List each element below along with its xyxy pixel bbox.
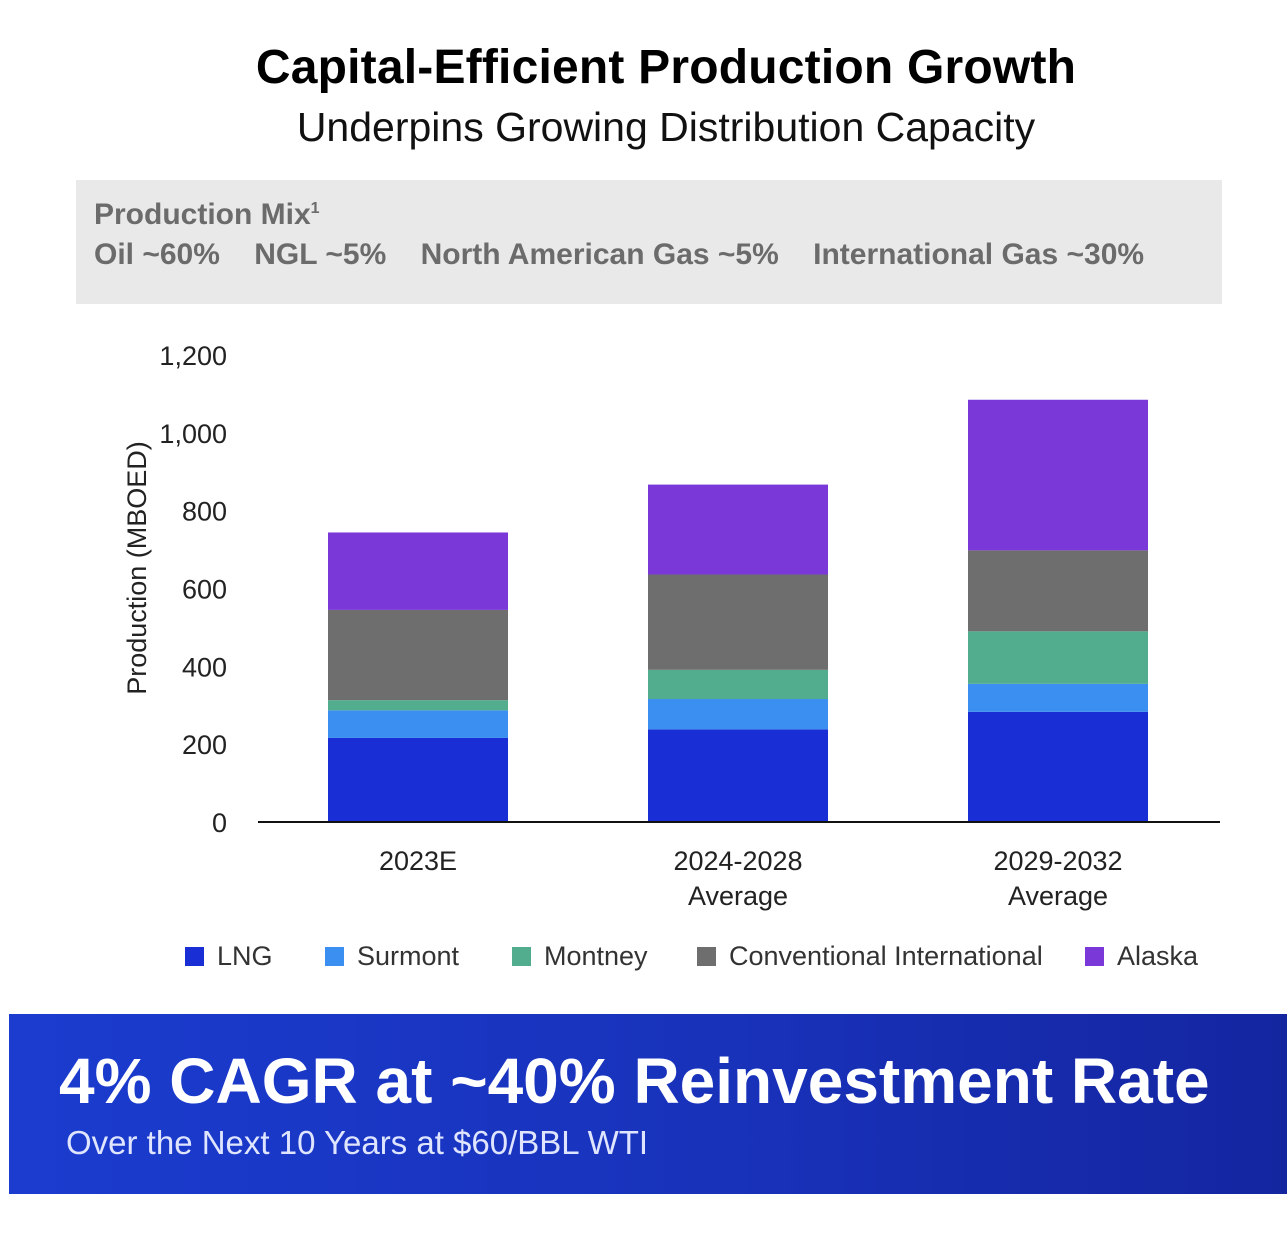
bar-segment-alaska [328,532,508,610]
y-tick-label: 1,000 [159,419,227,449]
y-tick-label: 1,200 [159,341,227,371]
bar-segment-montney [968,631,1148,684]
legend-label: Montney [544,941,648,971]
y-tick-label: 800 [182,497,227,527]
stacked-bar-chart: 0 200 400 600 800 1,000 1,200 Production (MBOED… [122,341,1220,911]
mix-item-na-gas: North American Gas ~5% [420,238,779,271]
y-tick-label: 200 [182,730,227,760]
legend-label: Conventional International [729,941,1043,971]
bar-segment-lng [648,729,828,822]
bar-segment-surmont [648,699,828,730]
footnote-marker: 1 [310,200,320,217]
production-mix-title: Production Mix1 [94,198,320,232]
production-mix-items: Oil ~60% NGL ~5% North American Gas ~5% … [94,238,1144,272]
production-mix-box: Production Mix1 Oil ~60% NGL ~5% North A… [76,180,1222,304]
bar-segment-alaska [648,484,828,575]
y-axis-label: Production (MBOED) [122,441,152,695]
bar-segment-alaska [968,399,1148,551]
legend-swatch [512,947,531,966]
legend-swatch [697,947,716,966]
y-tick-label: 0 [212,808,227,838]
legend-label: LNG [217,941,273,971]
mix-item-intl-gas: International Gas ~30% [813,238,1145,271]
production-mix-label: Production Mix [94,198,311,231]
x-tick-label: 2024-2028 [673,846,802,876]
chart-title: Capital-Efficient Production Growth [255,41,1077,94]
chart-subtitle: Underpins Growing Distribution Capacity [296,104,1036,150]
summary-banner: 4% CAGR at ~40% Reinvestment Rate Over t… [9,1014,1287,1194]
bar-segment-conventional-international [648,574,828,670]
legend-swatch [325,947,344,966]
mix-item-ngl: NGL ~5% [254,238,387,271]
bar-segment-surmont [968,683,1148,712]
legend-label: Surmont [357,941,460,971]
bar-segment-montney [328,700,508,711]
banner-title: 4% CAGR at ~40% Reinvestment Rate [59,1045,1210,1117]
bar-segment-lng [968,711,1148,822]
legend-swatch [185,947,204,966]
x-tick-label: 2023E [379,846,457,876]
legend-label: Alaska [1117,941,1199,971]
bar-segment-montney [648,669,828,700]
banner-subtitle: Over the Next 10 Years at $60/BBL WTI [66,1124,649,1161]
y-tick-label: 400 [182,652,227,682]
x-tick-label: 2029-2032 [993,846,1122,876]
bar-segment-lng [328,737,508,822]
mix-item-oil: Oil ~60% [94,238,220,271]
x-tick-label: Average [688,881,788,911]
legend-swatch [1085,947,1104,966]
y-tick-label: 600 [182,575,227,605]
bar-segment-conventional-international [328,609,508,701]
bar-segment-conventional-international [968,550,1148,632]
bar-segment-surmont [328,710,508,738]
x-tick-label: Average [1008,881,1108,911]
